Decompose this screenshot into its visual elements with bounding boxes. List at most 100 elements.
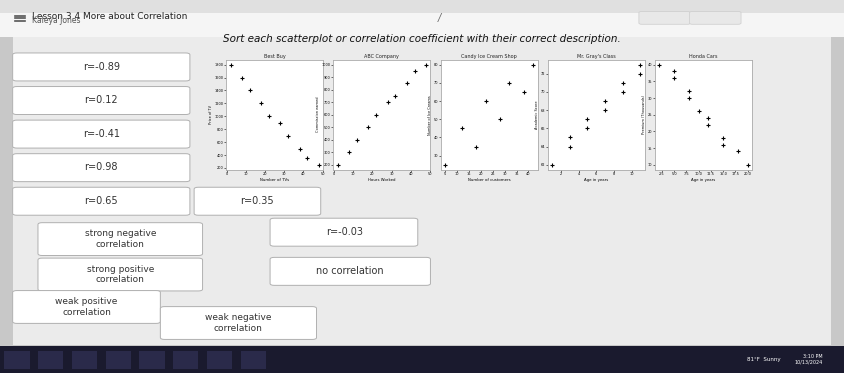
- FancyBboxPatch shape: [0, 0, 844, 13]
- Y-axis label: Commission earned: Commission earned: [316, 97, 320, 132]
- FancyBboxPatch shape: [270, 218, 418, 246]
- Point: [343, 149, 356, 155]
- FancyBboxPatch shape: [13, 187, 190, 215]
- Point: [469, 144, 483, 150]
- Point: [281, 133, 295, 139]
- FancyBboxPatch shape: [106, 351, 131, 369]
- Point: [682, 88, 695, 94]
- FancyBboxPatch shape: [13, 154, 190, 182]
- Point: [255, 100, 268, 106]
- Point: [370, 112, 383, 117]
- Point: [634, 62, 647, 68]
- Point: [224, 62, 237, 68]
- FancyBboxPatch shape: [13, 291, 160, 323]
- Point: [479, 98, 492, 104]
- Point: [731, 148, 744, 154]
- Point: [350, 137, 364, 143]
- FancyBboxPatch shape: [139, 351, 165, 369]
- Point: [419, 62, 433, 68]
- FancyBboxPatch shape: [38, 258, 203, 291]
- Point: [493, 116, 506, 122]
- Point: [438, 162, 452, 168]
- Point: [682, 95, 695, 101]
- Point: [300, 155, 314, 161]
- Text: no correlation: no correlation: [316, 266, 384, 276]
- FancyBboxPatch shape: [173, 351, 198, 369]
- Text: r=0.12: r=0.12: [84, 95, 118, 105]
- Point: [652, 62, 666, 68]
- Y-axis label: Price of TV: Price of TV: [209, 105, 213, 124]
- Text: r=0.98: r=0.98: [84, 163, 118, 172]
- Y-axis label: Premium (Thousands): Premium (Thousands): [642, 95, 647, 134]
- Text: r=0.35: r=0.35: [241, 196, 274, 206]
- Text: strong negative
correlation: strong negative correlation: [84, 229, 156, 249]
- Point: [717, 135, 730, 141]
- FancyBboxPatch shape: [270, 257, 430, 285]
- Point: [717, 142, 730, 148]
- Text: r=-0.89: r=-0.89: [83, 62, 120, 72]
- Point: [400, 81, 414, 87]
- FancyBboxPatch shape: [690, 12, 741, 24]
- Title: Honda Cars: Honda Cars: [690, 54, 717, 59]
- X-axis label: Hours Worked: Hours Worked: [368, 178, 396, 182]
- Point: [563, 134, 576, 140]
- Text: Lesson 3.4 More about Correlation: Lesson 3.4 More about Correlation: [32, 12, 187, 21]
- Point: [616, 89, 630, 95]
- Text: r=0.65: r=0.65: [84, 196, 118, 206]
- FancyBboxPatch shape: [207, 351, 232, 369]
- Point: [701, 122, 715, 128]
- Title: Candy Ice Cream Shop: Candy Ice Cream Shop: [461, 54, 517, 59]
- Point: [293, 145, 306, 151]
- FancyBboxPatch shape: [13, 87, 190, 115]
- FancyBboxPatch shape: [160, 307, 316, 339]
- FancyBboxPatch shape: [0, 0, 844, 37]
- Point: [517, 89, 530, 95]
- Text: Kaleya Jones: Kaleya Jones: [32, 16, 80, 25]
- Text: weak positive
correlation: weak positive correlation: [56, 297, 117, 317]
- X-axis label: Number of TVs: Number of TVs: [260, 178, 289, 182]
- Point: [563, 144, 576, 150]
- Point: [408, 68, 421, 74]
- X-axis label: Age in years: Age in years: [584, 178, 609, 182]
- Text: r=-0.03: r=-0.03: [326, 227, 363, 237]
- Point: [741, 162, 755, 168]
- Title: Mr. Gray's Class: Mr. Gray's Class: [577, 54, 615, 59]
- FancyBboxPatch shape: [639, 12, 690, 24]
- Point: [235, 75, 249, 81]
- Point: [545, 162, 559, 168]
- Text: /: /: [437, 13, 441, 23]
- Point: [598, 107, 612, 113]
- Point: [262, 113, 276, 119]
- Title: ABC Company: ABC Company: [365, 54, 399, 59]
- FancyBboxPatch shape: [38, 223, 203, 256]
- Point: [668, 75, 681, 81]
- Point: [692, 109, 706, 115]
- Y-axis label: Academic Score: Academic Score: [535, 100, 539, 129]
- Point: [598, 98, 612, 104]
- Point: [527, 62, 540, 68]
- Point: [362, 124, 376, 130]
- Point: [668, 68, 681, 74]
- Text: Sort each scatterplot or correlation coefficient with their correct description.: Sort each scatterplot or correlation coe…: [223, 34, 621, 44]
- Text: r=-0.41: r=-0.41: [83, 129, 120, 139]
- FancyBboxPatch shape: [13, 26, 831, 345]
- FancyBboxPatch shape: [241, 351, 266, 369]
- FancyBboxPatch shape: [13, 53, 190, 81]
- Point: [634, 71, 647, 77]
- FancyBboxPatch shape: [38, 351, 63, 369]
- Point: [331, 162, 344, 168]
- Point: [455, 125, 468, 131]
- FancyBboxPatch shape: [0, 346, 844, 373]
- Point: [701, 115, 715, 121]
- Point: [243, 88, 257, 94]
- FancyBboxPatch shape: [194, 187, 321, 215]
- Point: [381, 99, 394, 105]
- X-axis label: Number of customers: Number of customers: [468, 178, 511, 182]
- Point: [273, 120, 287, 126]
- Point: [616, 80, 630, 86]
- Text: 81°F  Sunny: 81°F Sunny: [747, 357, 781, 362]
- FancyBboxPatch shape: [13, 120, 190, 148]
- Text: strong positive
correlation: strong positive correlation: [87, 265, 154, 284]
- Y-axis label: Number of Ice Creams: Number of Ice Creams: [428, 95, 432, 135]
- Point: [581, 116, 594, 122]
